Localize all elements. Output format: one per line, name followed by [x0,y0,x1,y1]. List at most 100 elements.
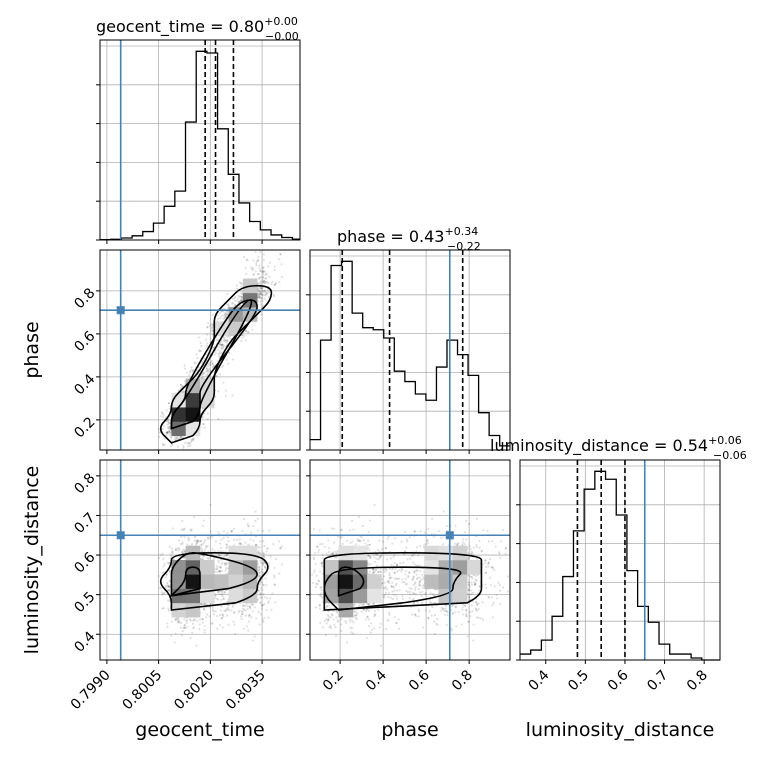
sample-point [219,373,221,375]
sample-point [158,557,160,559]
sample-point [164,443,166,445]
x-tick-label: 0.6 [605,667,632,694]
sample-point [198,350,200,352]
sample-point [206,342,208,344]
sample-point [268,291,270,293]
sample-point [239,538,241,540]
sample-point [499,557,501,559]
sample-point [171,444,173,446]
sample-point [186,372,188,374]
sample-point [418,615,420,617]
sample-point [258,623,260,625]
sample-point [210,623,212,625]
sample-point [273,567,275,569]
sample-point [227,362,229,364]
sample-point [209,504,211,506]
sample-point [418,588,420,590]
sample-point [366,637,368,639]
sample-point [322,626,324,628]
sample-point [196,620,198,622]
sample-point [262,273,264,275]
sample-point [271,592,273,594]
sample-point [273,269,275,271]
sample-point [178,548,180,550]
sample-point [313,569,315,571]
sample-point [473,623,475,625]
sample-point [225,359,227,361]
sample-point [159,554,161,556]
sample-point [405,578,407,580]
sample-point [181,634,183,636]
sample-point [262,621,264,623]
sample-point [446,525,448,527]
sample-point [252,640,254,642]
sample-point [219,614,221,616]
sample-point [199,618,201,620]
sample-point [369,563,371,565]
sample-point [262,267,264,269]
sample-point [206,374,208,376]
sample-point [468,575,470,577]
sample-point [204,625,206,627]
sample-point [222,626,224,628]
sample-point [344,620,346,622]
sample-point [186,626,188,628]
sample-point [258,550,260,552]
sample-point [184,442,186,444]
sample-point [270,283,272,285]
sample-point [217,418,219,420]
sample-point [238,542,240,544]
sample-point [247,629,249,631]
sample-point [216,375,218,377]
sample-point [230,530,232,532]
sample-point [421,591,423,593]
sample-point [225,389,227,391]
sample-point [233,612,235,614]
sample-point [335,635,337,637]
sample-point [217,550,219,552]
sample-point [379,626,381,628]
sample-point [342,543,344,545]
sample-point [266,597,268,599]
sample-point [265,577,267,579]
density-cell [214,574,229,589]
sample-point [315,606,317,608]
sample-point [186,622,188,624]
sample-point [242,605,244,607]
sample-point [331,527,333,529]
sample-point [261,569,263,571]
sample-point [413,602,415,604]
sample-point [260,613,262,615]
sample-point [204,631,206,633]
sample-point [273,576,275,578]
sample-point [206,613,208,615]
sample-point [218,346,220,348]
sample-point [174,641,176,643]
sample-point [497,582,499,584]
sample-point [377,558,379,560]
sample-point [252,274,254,276]
sample-point [268,296,270,298]
sample-point [259,560,261,562]
sample-point [458,611,460,613]
sample-point [166,431,168,433]
sample-point [222,598,224,600]
sample-point [393,594,395,596]
sample-point [225,395,227,397]
sample-point [202,375,204,377]
sample-point [258,267,260,269]
density-cell [200,560,215,575]
sample-point [263,253,265,255]
sample-point [391,568,393,570]
sample-point [162,571,164,573]
sample-point [170,554,172,556]
sample-point [257,518,259,520]
sample-point [205,545,207,547]
sample-point [259,583,261,585]
sample-point [412,561,414,563]
sample-point [266,609,268,611]
sample-point [340,630,342,632]
sample-point [257,529,259,531]
sample-point [259,282,261,284]
sample-point [194,540,196,542]
